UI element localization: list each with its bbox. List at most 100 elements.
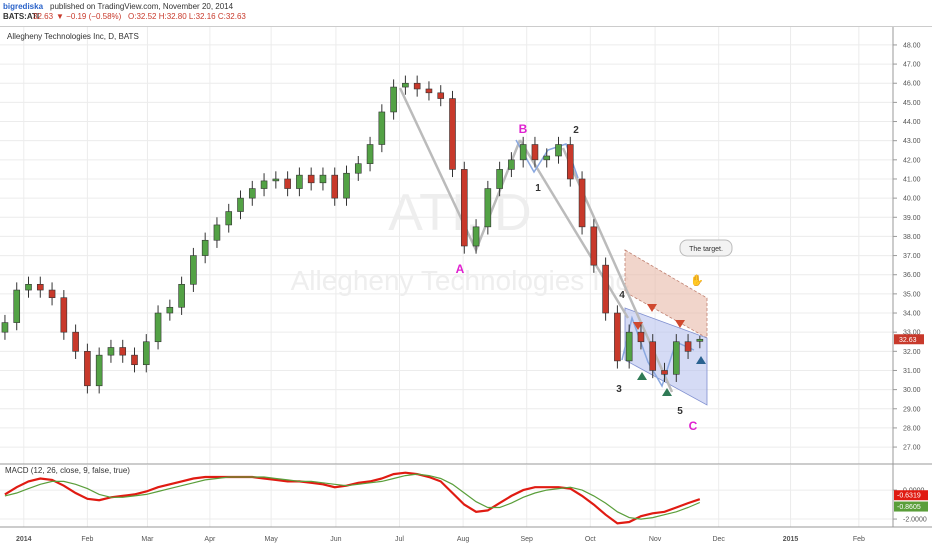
candle-body (142, 341, 150, 366)
candle-body (566, 144, 574, 180)
candle-body (225, 211, 233, 226)
candle-body (296, 174, 303, 189)
candle-body (366, 144, 374, 164)
candle-body (213, 224, 221, 241)
value-tag-label: -0.6319 (897, 493, 921, 500)
callout: The target. (689, 246, 723, 253)
candle-body (60, 297, 68, 333)
candle-body (84, 351, 91, 387)
candle-body (178, 283, 185, 308)
candle-body (449, 98, 456, 170)
candle-body (625, 331, 633, 362)
x-tick-label: Sep (520, 536, 533, 543)
candle-body (519, 144, 527, 161)
candle-body (13, 289, 21, 323)
candle-body (119, 347, 127, 356)
published: published on TradingView.com, November 2… (50, 2, 234, 11)
y-tick-label: 46.00 (903, 81, 921, 88)
x-tick-label: Nov (649, 536, 662, 543)
y-tick-label: 44.00 (903, 119, 921, 126)
wave-label: C (689, 419, 698, 433)
y-tick-label: 27.00 (903, 445, 921, 452)
y-tick-label: 34.00 (903, 311, 921, 318)
grid (0, 27, 893, 527)
candle-body (72, 331, 79, 352)
wave-label: B (519, 122, 528, 136)
value-tag-label: -0.8605 (897, 504, 921, 511)
wave-label: 5 (677, 406, 683, 417)
arrow-up (696, 356, 706, 364)
value-tag (894, 501, 928, 512)
y-tick-label: 40.00 (903, 196, 921, 203)
hand-icon: ✋ (690, 274, 704, 287)
y-tick-label: 30.00 (903, 387, 921, 394)
candle-body (413, 82, 421, 90)
x-tick-label: Dec (712, 536, 725, 543)
x-tick-label: Mar (141, 536, 154, 543)
candle-body (402, 82, 409, 88)
candle-body (25, 283, 32, 291)
arrow-up (637, 372, 647, 380)
wave-labels: A B C 1 2 3 4 5 (456, 122, 698, 433)
wave-line (518, 139, 630, 319)
candle-body (307, 174, 315, 184)
wave-label: 3 (616, 384, 622, 395)
x-tick-label: Apr (204, 536, 216, 543)
marks (1, 75, 704, 525)
publisher[interactable]: bigrediska (3, 2, 44, 11)
last-price: 32.63 (33, 12, 54, 21)
y-tick-label: 48.00 (903, 42, 921, 49)
wave-label: A (456, 262, 465, 276)
arrow-down (675, 320, 685, 328)
watermark: Allegheny Technologies Inc (291, 265, 630, 296)
candle-body (555, 144, 562, 157)
candle-body (437, 92, 445, 99)
ohlc: O:32.52 H:32.80 L:32.16 C:32.63 (128, 12, 246, 21)
y-tick-label: 28.00 (903, 425, 921, 432)
candle-body (260, 180, 268, 189)
macd-line (4, 473, 701, 520)
callout-box (679, 239, 733, 257)
x-tick-label: Jun (330, 536, 341, 543)
y-tick-label: 41.00 (903, 176, 921, 183)
candle-body (496, 169, 503, 189)
candle-body (614, 312, 621, 362)
x-tick-label: Feb (81, 536, 93, 543)
x-tick-label: Oct (585, 536, 596, 543)
candle-body (1, 322, 9, 333)
candle-body (131, 354, 138, 366)
candle-body (331, 174, 339, 199)
y-tick-label: 31.00 (903, 368, 921, 375)
x-tick-label: Jul (395, 536, 404, 543)
candle-body (661, 370, 668, 375)
y-tick-label: 37.00 (903, 253, 921, 260)
y-tick-label: 38.00 (903, 234, 921, 241)
candle-body (460, 169, 468, 247)
candle-body (390, 86, 397, 113)
candle-body (154, 312, 162, 343)
candle-body (354, 163, 362, 174)
candle-body (684, 341, 692, 352)
wave-label: 2 (573, 125, 579, 136)
candle-body (672, 341, 680, 375)
chart-title: Allegheny Technologies Inc, D, BATS (7, 32, 139, 41)
candle-body (696, 338, 704, 342)
price-tag (894, 334, 924, 345)
wave-label: 4 (619, 290, 625, 301)
y-tick-label: 45.00 (903, 100, 921, 107)
y-tick-label: 29.00 (903, 406, 921, 413)
candle-body (637, 331, 645, 343)
candle-body (578, 178, 586, 228)
macd-line (4, 471, 701, 525)
candle-body (378, 111, 386, 145)
separator (0, 26, 932, 27)
candle-body (201, 239, 209, 256)
y-tick-label: 47.00 (903, 62, 921, 69)
candle-body (319, 174, 327, 184)
y-tick-label: 42.00 (903, 157, 921, 164)
change: ▼ −0.19 (−0.58%) (56, 12, 122, 21)
candle-body (508, 159, 515, 170)
candle-body (166, 306, 174, 314)
candle-body (472, 226, 480, 247)
